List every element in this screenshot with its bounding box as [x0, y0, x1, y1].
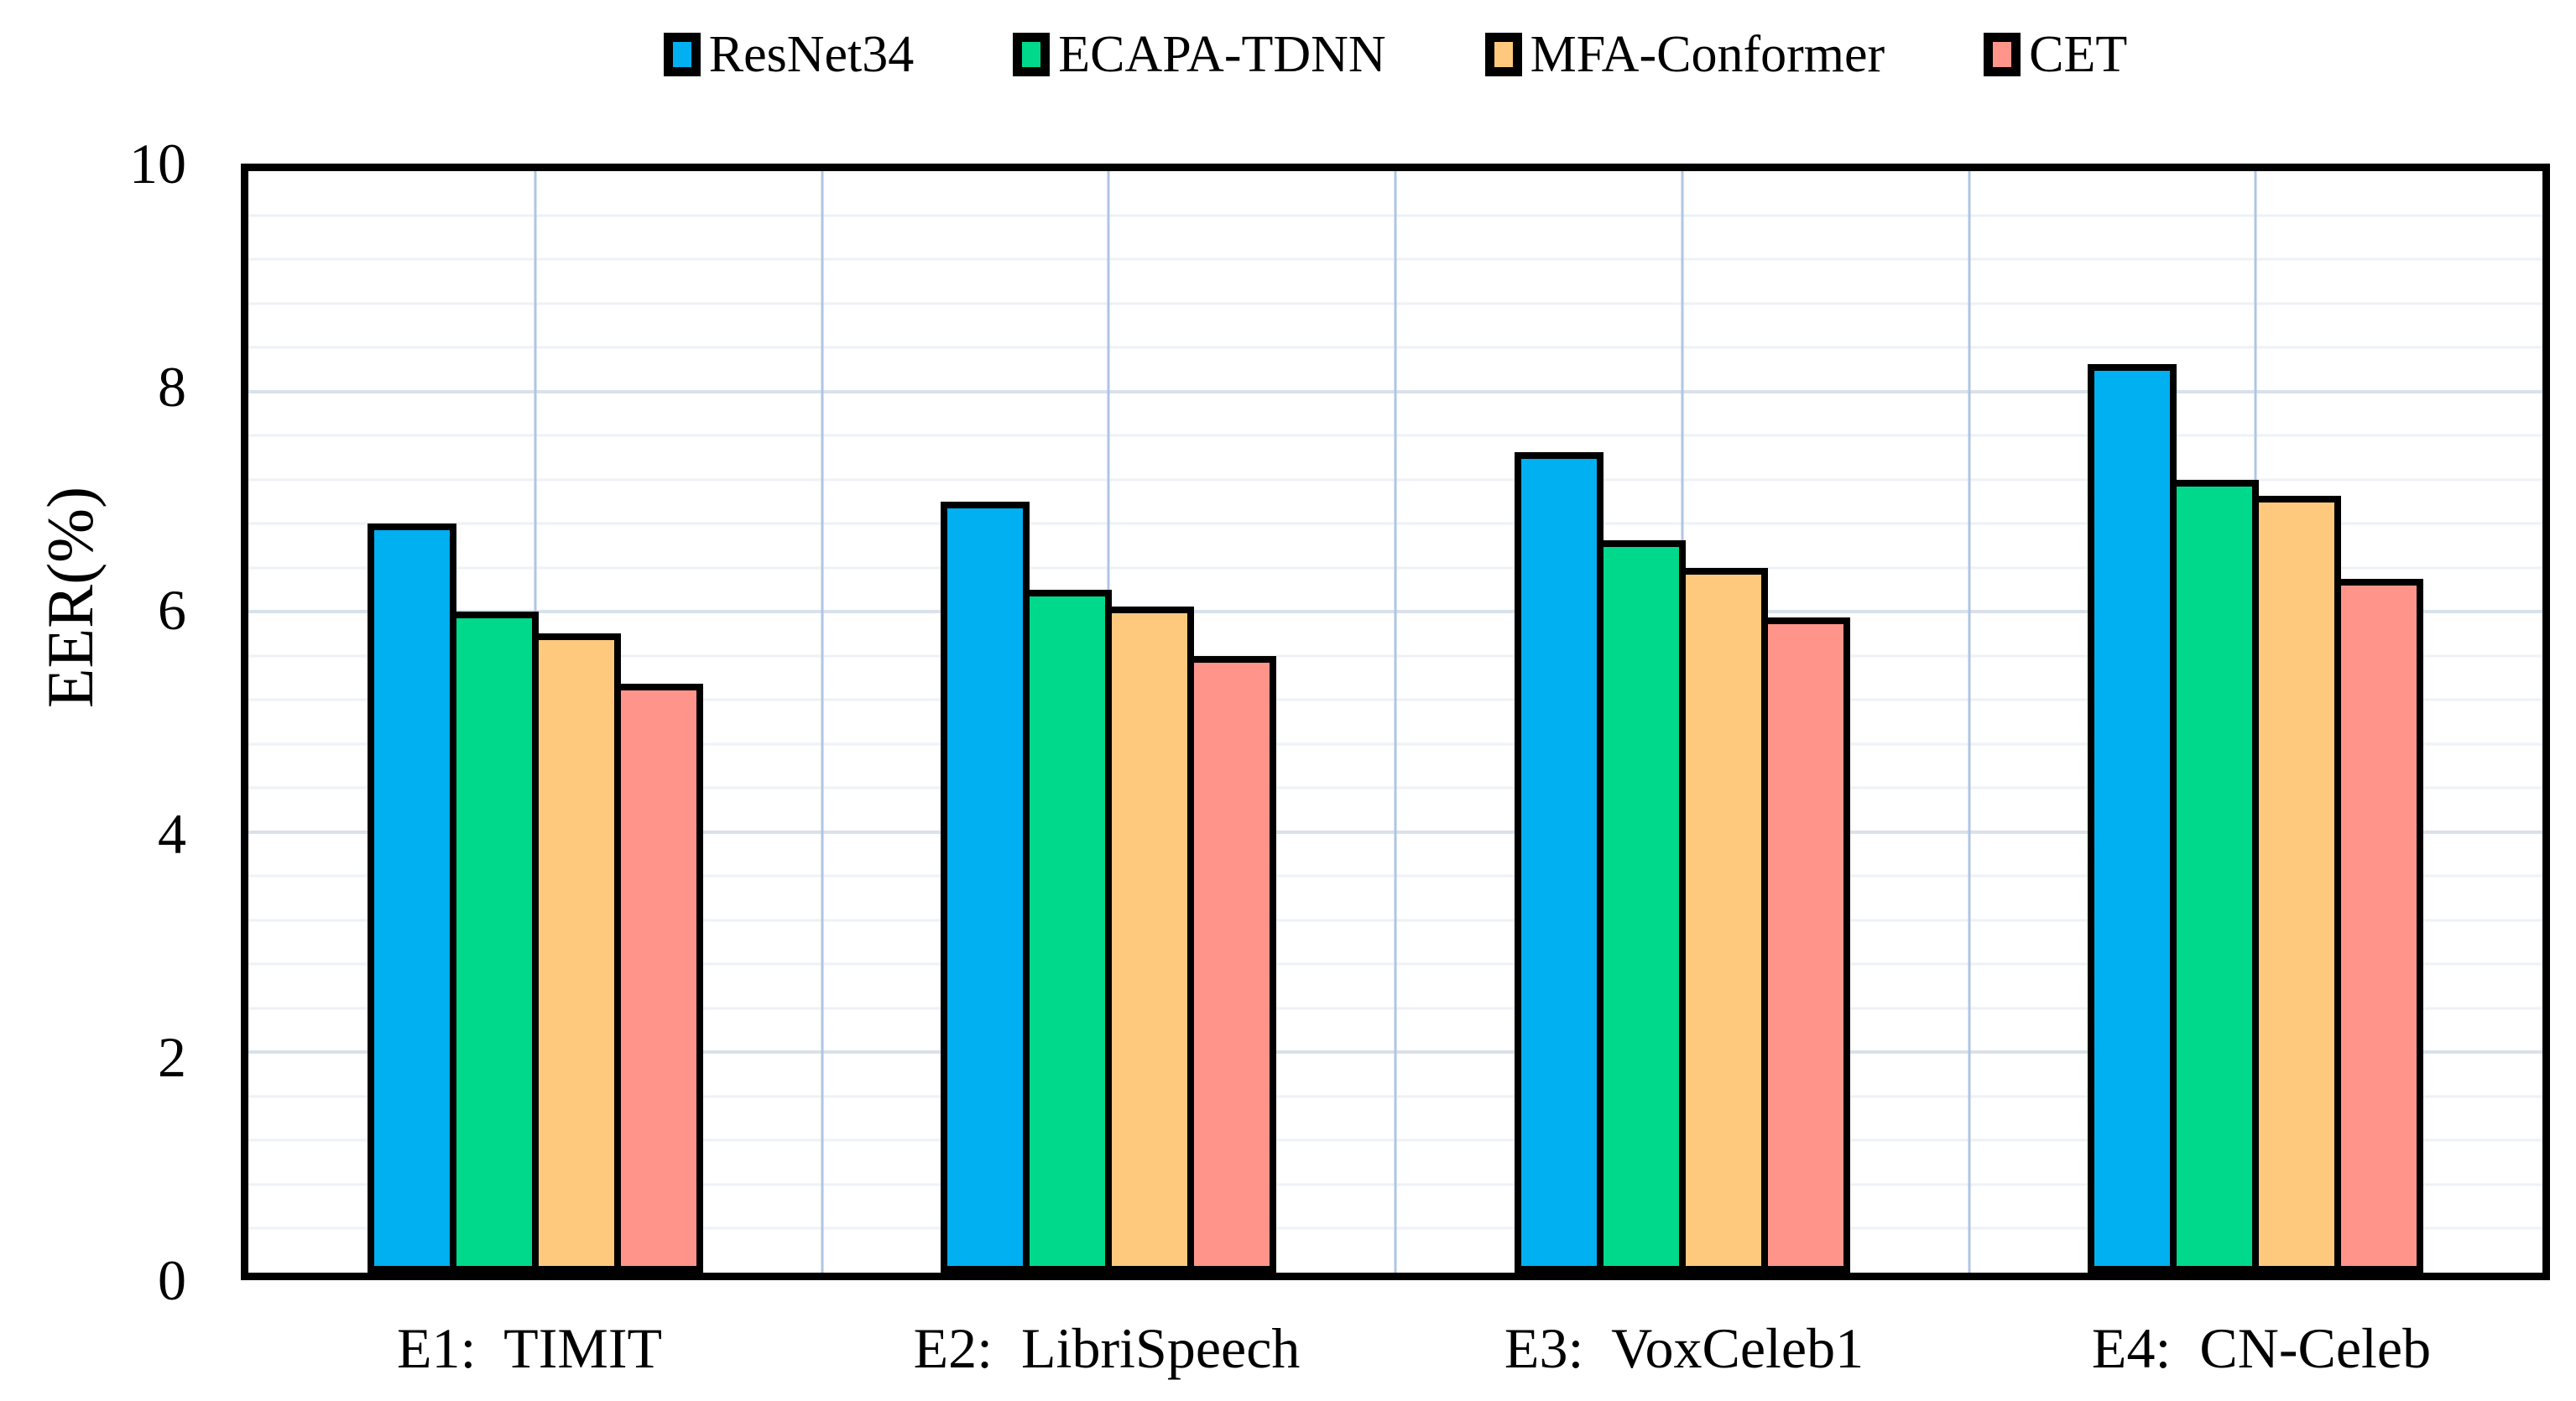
bar-cet — [2334, 578, 2424, 1273]
x-category-label: E4: CN-Celeb — [2091, 1316, 2432, 1380]
bar-mfa-conformer — [2252, 496, 2342, 1273]
legend-item-ecapa-tdnn: ECAPA-TDNN — [1013, 26, 1386, 83]
y-tick: 2 — [158, 1024, 186, 1089]
x-category-label: E2: LibriSpeech — [913, 1316, 1301, 1380]
bar-ecapa-tdnn — [1596, 539, 1686, 1273]
bar-mfa-conformer — [1105, 606, 1195, 1273]
legend-label: CET — [2029, 26, 2128, 83]
vertical-gridline — [821, 171, 823, 1273]
bar-mfa-conformer — [531, 633, 621, 1273]
plot-area — [241, 164, 2550, 1280]
y-tick: 10 — [129, 132, 186, 195]
legend-item-resnet34: ResNet34 — [663, 26, 915, 83]
bar-resnet34 — [1514, 451, 1603, 1273]
legend-label: ECAPA-TDNN — [1058, 26, 1386, 83]
bar-ecapa-tdnn — [1023, 589, 1113, 1273]
bar-cet — [1187, 655, 1277, 1273]
vertical-gridline — [1394, 171, 1397, 1273]
legend-swatch-icon — [1984, 33, 2021, 76]
legend-label: ResNet34 — [708, 26, 915, 83]
legend-swatch-icon — [1013, 33, 1051, 76]
y-tick: 6 — [158, 578, 186, 643]
legend-label: MFA-Conformer — [1530, 26, 1885, 83]
bar-cet — [1760, 617, 1850, 1273]
legend-swatch-icon — [663, 33, 701, 76]
y-tick: 0 — [158, 1248, 186, 1312]
vertical-gridline — [1968, 171, 1970, 1273]
legend-item-cet: CET — [1984, 29, 2127, 81]
legend-item-mfa-conformer: MFA-Conformer — [1484, 26, 1885, 83]
y-axis-tick-labels: 10 8 6 4 2 0 — [0, 135, 186, 1309]
bar-ecapa-tdnn — [449, 612, 539, 1273]
x-axis-category-labels: E1: TIMIT E2: LibriSpeech E3: VoxCeleb1 … — [241, 1296, 2550, 1397]
bar-mfa-conformer — [1678, 567, 1768, 1273]
bar-resnet34 — [941, 501, 1030, 1273]
y-tick: 8 — [158, 355, 186, 419]
bar-ecapa-tdnn — [2170, 479, 2260, 1273]
y-tick: 4 — [158, 801, 186, 866]
bar-resnet34 — [2088, 363, 2177, 1273]
bar-cet — [613, 683, 703, 1273]
chart-legend: ResNet34 ECAPA-TDNN MFA-Conformer CET — [241, 10, 2550, 99]
x-category-label: E1: TIMIT — [396, 1316, 663, 1380]
x-category-label: E3: VoxCeleb1 — [1504, 1316, 1864, 1380]
legend-swatch-icon — [1484, 33, 1522, 76]
bar-resnet34 — [367, 523, 456, 1273]
